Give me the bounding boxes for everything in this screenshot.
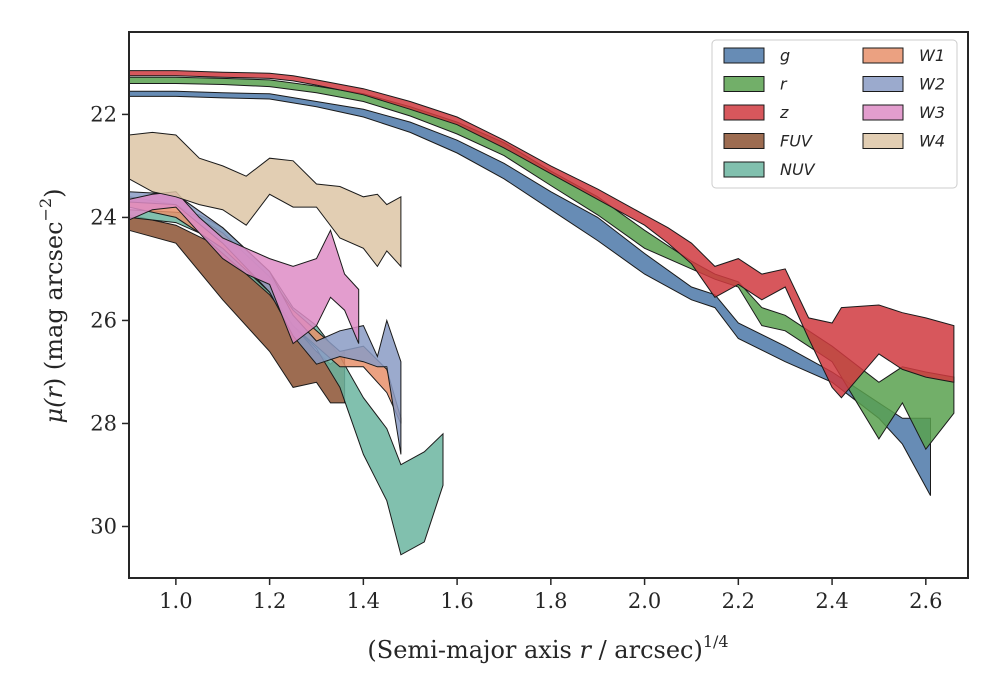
legend-label-nuv: NUV [780, 160, 816, 179]
x-tick-label: 1.8 [534, 589, 567, 613]
legend-swatch-w1 [862, 47, 904, 64]
legend-swatch-w4 [862, 133, 904, 149]
x-tick-label: 2.2 [722, 589, 755, 613]
series-band-w3 [128, 191, 360, 345]
series-band-w4 [128, 131, 402, 268]
legend-label-w4: W4 [919, 132, 945, 151]
y-axis: 22 24 26 28 30 [90, 102, 129, 538]
y-tick-label: 30 [90, 514, 117, 538]
plot-area [128, 70, 955, 556]
legend: grz FUV NUV W1 W2 W3 W4 [711, 39, 958, 189]
y-tick-label: 24 [90, 205, 117, 229]
x-tick-label: 1.6 [440, 589, 473, 613]
x-tick-label: 1.2 [253, 589, 286, 613]
series-band-g [128, 90, 931, 496]
y-tick-label: 22 [90, 102, 117, 126]
x-tick-label: 2.6 [909, 589, 942, 613]
y-tick-label: 26 [90, 308, 117, 332]
legend-swatch-w2 [862, 76, 904, 92]
axes-frame [128, 31, 969, 579]
x-axis: 1.0 1.2 1.4 1.6 1.8 2.0 2.2 2.4 2.6 [159, 578, 943, 613]
legend-label-w2: W2 [919, 75, 945, 94]
legend-swatch-g [723, 47, 765, 64]
legend-swatch-fuv [723, 133, 765, 149]
legend-swatch-nuv [723, 161, 765, 178]
legend-label-g: g [780, 46, 790, 65]
x-tick-label: 2.4 [815, 589, 848, 613]
legend-swatch-w3 [862, 104, 904, 121]
legend-label-w1: W1 [919, 46, 945, 65]
legend-label-r: r [780, 75, 788, 94]
x-axis-label: (Semi-major axis r / arcsec)1/4 [367, 632, 728, 664]
series-band-z [128, 70, 955, 399]
x-tick-label: 1.0 [159, 589, 192, 613]
legend-swatch-z [723, 104, 765, 121]
legend-swatch-r [723, 76, 765, 92]
legend-label-z: z [779, 103, 789, 122]
x-tick-label: 2.0 [628, 589, 661, 613]
legend-label-w3: W3 [919, 103, 945, 122]
legend-label-fuv: FUV [780, 132, 813, 151]
x-tick-label: 1.4 [347, 589, 380, 613]
y-tick-label: 28 [90, 411, 117, 435]
y-axis-label: μ(r) (mag arcsec−2) [36, 188, 68, 423]
